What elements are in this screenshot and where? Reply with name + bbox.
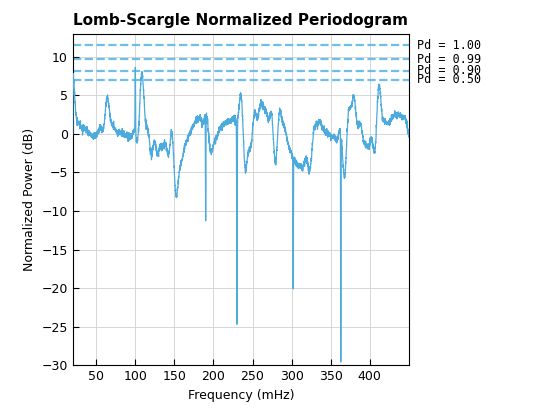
Text: Pd = 1.00: Pd = 1.00	[417, 39, 482, 52]
Text: Pd = 0.90: Pd = 0.90	[417, 64, 482, 77]
Text: Pd = 0.99: Pd = 0.99	[417, 52, 482, 66]
Text: Pd = 0.50: Pd = 0.50	[417, 74, 482, 87]
Title: Lomb-Scargle Normalized Periodogram: Lomb-Scargle Normalized Periodogram	[73, 13, 408, 28]
Y-axis label: Normalized Power (dB): Normalized Power (dB)	[23, 128, 36, 271]
X-axis label: Frequency (mHz): Frequency (mHz)	[188, 389, 294, 402]
